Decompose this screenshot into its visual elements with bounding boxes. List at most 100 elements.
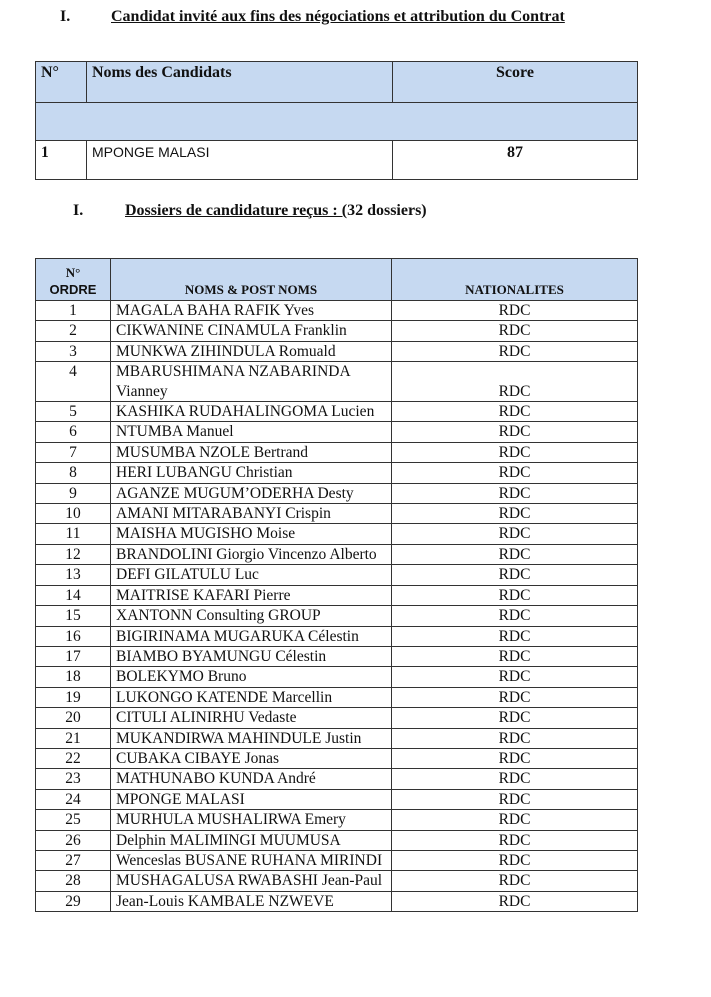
cell-name: MAISHA MUGISHO Moise [110, 523, 392, 545]
section-title-count: 32 dossiers) [347, 202, 427, 219]
cell-name: MUSUMBA NZOLE Bertrand [110, 441, 392, 464]
cell-order: 14 [35, 584, 111, 607]
cell-nationality: RDC [391, 361, 638, 403]
cell-order: 26 [35, 829, 111, 851]
cell-order: 24 [35, 788, 111, 811]
cell-nationality: RDC [391, 503, 638, 525]
table-row: 3 MUNKWA ZIHINDULA Romuald RDC [35, 340, 638, 363]
header-names: NOMS & POST NOMS [110, 258, 392, 301]
table-row: 18 BOLEKYMO Bruno RDC [35, 666, 638, 688]
cell-nationality: RDC [391, 666, 638, 688]
cell-nationality: RDC [391, 320, 638, 342]
cell-nationality: RDC [391, 462, 638, 484]
cell-order: 18 [35, 666, 111, 688]
cell-name: MPONGE MALASI [86, 140, 393, 180]
cell-order: 6 [35, 421, 111, 443]
table-row: 23 MATHUNABO KUNDA André RDC [35, 768, 638, 790]
table-row: 27 Wenceslas BUSANE RUHANA MIRINDI RDC [35, 849, 638, 872]
cell-name: DEFI GILATULU Luc [110, 564, 392, 586]
header-score: Score [392, 61, 638, 103]
cell-nationality: RDC [391, 707, 638, 729]
table-row: 20 CITULI ALINIRHU Vedaste RDC [35, 707, 638, 729]
cell-nationality: RDC [391, 625, 638, 647]
cell-order: 1 [35, 299, 111, 322]
cell-order: 9 [35, 482, 111, 505]
table-row: 26 Delphin MALIMINGI MUUMUSA RDC [35, 829, 638, 851]
table-row: 5 KASHIKA RUDAHALINGOMA Lucien RDC [35, 401, 638, 423]
cell-nationality: RDC [391, 788, 638, 811]
cell-order: 7 [35, 441, 111, 464]
table-row: 1 MPONGE MALASI 87 [35, 140, 638, 180]
cell-name: MUSHAGALUSA RWABASHI Jean-Paul [110, 870, 392, 892]
cell-name: XANTONN Consulting GROUP [110, 605, 392, 627]
table-row: 24 MPONGE MALASI RDC [35, 788, 638, 811]
table-row: 17 BIAMBO BYAMUNGU Célestin RDC [35, 645, 638, 668]
cell-name: MUNKWA ZIHINDULA Romuald [110, 340, 392, 363]
table-row: 10 AMANI MITARABANYI Crispin RDC [35, 503, 638, 525]
table-row: 14 MAITRISE KAFARI Pierre RDC [35, 584, 638, 607]
section-title: Candidat invité aux fins des négociation… [111, 8, 565, 25]
cell-name: MURHULA MUSHALIRWA Emery [110, 809, 392, 831]
cell-nationality: RDC [391, 441, 638, 464]
section-numeral: I. [73, 202, 84, 219]
section-title: Dossiers de candidature reçus : ( [125, 202, 348, 219]
cell-name: MAITRISE KAFARI Pierre [110, 584, 392, 607]
cell-name: BRANDOLINI Giorgio Vincenzo Alberto [110, 543, 392, 566]
table-row: 29 Jean-Louis KAMBALE NZWEVE RDC [35, 890, 638, 913]
cell-nationality: RDC [391, 584, 638, 607]
cell-nationality: RDC [391, 401, 638, 423]
cell-name: Wenceslas BUSANE RUHANA MIRINDI [110, 849, 392, 872]
table-row: 6 NTUMBA Manuel RDC [35, 421, 638, 443]
cell-nationality: RDC [391, 890, 638, 913]
table-row: 22 CUBAKA CIBAYE Jonas RDC [35, 747, 638, 770]
table-row: 28 MUSHAGALUSA RWABASHI Jean-Paul RDC [35, 870, 638, 892]
table-row: 25 MURHULA MUSHALIRWA Emery RDC [35, 809, 638, 831]
table-row: 4 MBARUSHIMANA NZABARINDA Vianney RDC [35, 361, 638, 403]
table-row: 13 DEFI GILATULU Luc RDC [35, 564, 638, 586]
cell-name: MPONGE MALASI [110, 788, 392, 811]
section-numeral: I. [60, 8, 71, 25]
cell-nationality: RDC [391, 564, 638, 586]
cell-order: 10 [35, 503, 111, 525]
cell-order: 5 [35, 401, 111, 423]
cell-nationality: RDC [391, 421, 638, 443]
cell-order: 12 [35, 543, 111, 566]
cell-no: 1 [35, 140, 87, 180]
cell-order: 29 [35, 890, 111, 913]
selected-candidate-table: N° Noms des Candidats Score 1 MPONGE MAL… [35, 61, 638, 180]
blank-row [35, 102, 638, 141]
cell-order: 20 [35, 707, 111, 729]
cell-order: 15 [35, 605, 111, 627]
cell-name: BIAMBO BYAMUNGU Célestin [110, 645, 392, 668]
cell-order: 27 [35, 849, 111, 872]
cell-order: 2 [35, 320, 111, 342]
cell-nationality: RDC [391, 727, 638, 749]
header-names: Noms des Candidats [86, 61, 393, 103]
table-row: 1 MAGALA BAHA RAFIK Yves RDC [35, 299, 638, 322]
cell-name: KASHIKA RUDAHALINGOMA Lucien [110, 401, 392, 423]
cell-name: AGANZE MUGUM’ODERHA Desty [110, 482, 392, 505]
cell-name: NTUMBA Manuel [110, 421, 392, 443]
cell-name: AMANI MITARABANYI Crispin [110, 503, 392, 525]
cell-nationality: RDC [391, 605, 638, 627]
table-row: 8 HERI LUBANGU Christian RDC [35, 462, 638, 484]
cell-order: 25 [35, 809, 111, 831]
cell-order: 8 [35, 462, 111, 484]
cell-name: Jean-Louis KAMBALE NZWEVE [110, 890, 392, 913]
cell-name: BIGIRINAMA MUGARUKA Célestin [110, 625, 392, 647]
table-header-row: N° Noms des Candidats Score [35, 61, 638, 103]
cell-nationality: RDC [391, 747, 638, 770]
cell-order: 22 [35, 747, 111, 770]
table-row: 11 MAISHA MUGISHO Moise RDC [35, 523, 638, 545]
cell-name: Delphin MALIMINGI MUUMUSA [110, 829, 392, 851]
cell-name: MBARUSHIMANA NZABARINDA Vianney [110, 361, 392, 403]
cell-order: 28 [35, 870, 111, 892]
cell-name: MUKANDIRWA MAHINDULE Justin [110, 727, 392, 749]
table-row: 7 MUSUMBA NZOLE Bertrand RDC [35, 441, 638, 464]
header-order: N° ORDRE [35, 258, 111, 301]
table-row: 15 XANTONN Consulting GROUP RDC [35, 605, 638, 627]
cell-score: 87 [392, 140, 638, 180]
cell-nationality: RDC [391, 645, 638, 668]
cell-nationality: RDC [391, 543, 638, 566]
cell-order: 4 [35, 361, 111, 403]
